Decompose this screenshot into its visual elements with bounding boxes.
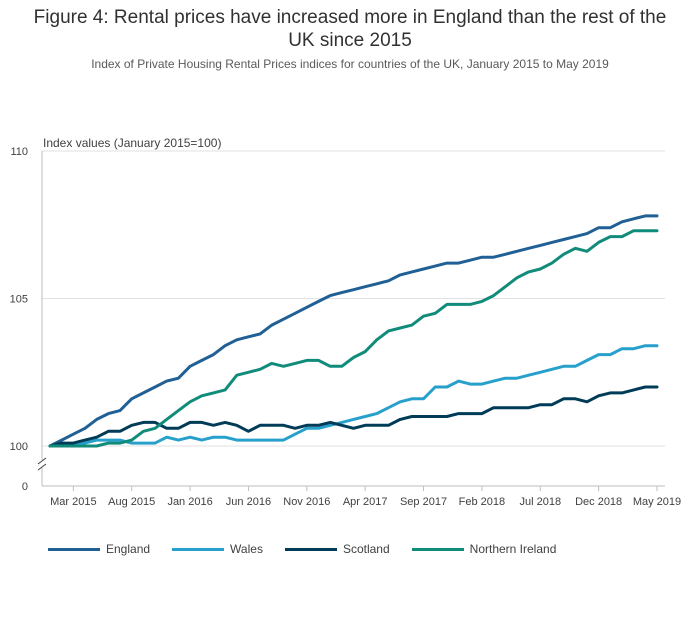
legend-item-scotland[interactable]: Scotland [284,542,390,556]
axis-break-mark [37,463,47,471]
x-tick-label: Aug 2015 [108,496,155,508]
series-line-england [48,214,659,448]
grid-lines [42,150,665,447]
y-tick-label: 100 [10,441,28,453]
legend-swatch [172,547,225,551]
x-tick-label: Mar 2015 [50,496,96,508]
legend-label: Wales [230,542,263,556]
x-tick-label: Nov 2016 [283,496,330,508]
x-tick-label: Jun 2016 [226,496,271,508]
series-line-scotland [48,385,659,448]
y-axis-label: Index values (January 2015=100) [43,136,221,150]
legend-label: Scotland [342,542,390,556]
x-tick-label: Sep 2017 [400,496,447,508]
legend-item-northern-ireland[interactable]: Northern Ireland [411,542,557,556]
legend-label: England [106,542,151,556]
x-tick-label: Jan 2016 [167,496,212,508]
legend-swatch [411,547,464,551]
x-tick-label: May 2019 [633,496,681,508]
y-tick-label: 105 [10,294,28,306]
x-tick-label: Jul 2018 [519,496,561,508]
y-tick-label-zero: 0 [22,481,28,493]
series-lines [48,214,659,448]
axes: 100 105 110 0 Mar 2015 Aug 2015 Jan 2016 Jun 20… [10,146,682,508]
legend-item-wales[interactable]: Wales [172,542,263,556]
x-tick-label: Apr 2017 [343,496,388,508]
legend-swatch [48,547,100,551]
legend-item-england[interactable]: England [48,542,150,556]
chart-title: Figure 4: Rental prices have increased m… [33,7,667,51]
series-line-northern-ireland [48,229,659,448]
y-tick-label: 110 [10,146,28,158]
series-line-wales [48,344,659,448]
x-tick-label: Feb 2018 [459,496,505,508]
legend-swatch [284,547,337,551]
legend: England Wales Scotland Northern Ireland [48,542,578,556]
legend-label: Northern Ireland [469,542,557,556]
axis-break-mark [37,457,47,465]
chart-subtitle: Index of Private Housing Rental Prices i… [91,57,609,71]
x-tick-label: Dec 2018 [575,496,622,508]
